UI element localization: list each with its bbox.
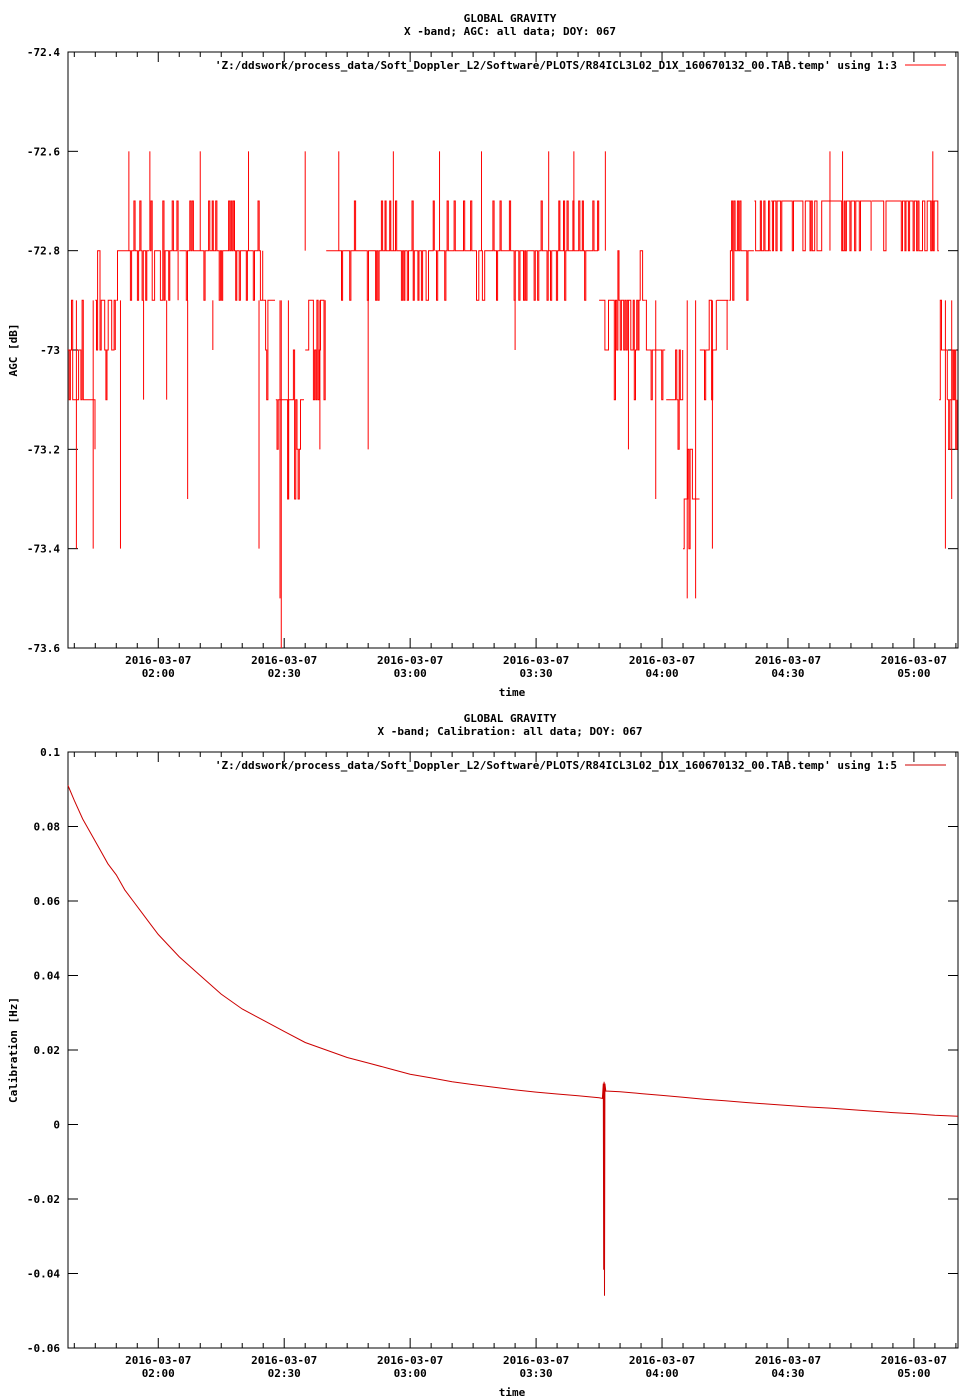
chart-subtitle: X -band; Calibration: all data; DOY: 067 [378,725,643,738]
x-tick-time-label: 05:00 [897,1367,930,1380]
x-tick-time-label: 03:00 [394,1367,427,1380]
agc-series-segment [116,200,150,301]
agc-series-segment [754,200,771,252]
y-tick-label: -0.04 [27,1268,60,1281]
y-tick-label: -72.8 [27,245,60,258]
calibration-series-line [67,785,959,1296]
y-tick-label: -73.4 [27,543,60,556]
x-tick-date-label: 2016-03-07 [629,654,695,667]
legend-label: 'Z:/ddswork/process_data/Soft_Doppler_L2… [215,59,897,72]
y-tick-label: 0.06 [34,895,61,908]
plot-frame [67,51,959,649]
x-axis-label: time [499,1386,526,1399]
x-tick-time-label: 03:00 [394,667,427,680]
x-tick-time-label: 04:30 [771,1367,804,1380]
chart-subtitle: X -band; AGC: all data; DOY: 067 [404,25,616,38]
x-tick-date-label: 2016-03-07 [377,654,443,667]
x-tick-date-label: 2016-03-07 [881,654,947,667]
y-tick-label: -72.6 [27,145,60,158]
agc-series-segment [149,200,179,301]
x-tick-time-label: 05:00 [897,667,930,680]
agc-series-segment [435,200,600,301]
chart-title: GLOBAL GRAVITY [464,12,557,25]
x-tick-time-label: 02:30 [268,667,301,680]
agc-series-segment [68,299,96,450]
y-tick-label: -73 [40,344,60,357]
x-tick-time-label: 03:30 [520,1367,553,1380]
y-tick-label: -73.6 [27,642,60,655]
y-tick-label: -0.02 [27,1193,60,1206]
legend-label: 'Z:/ddswork/process_data/Soft_Doppler_L2… [215,759,897,772]
agc-series-segment [871,200,939,252]
x-tick-time-label: 03:30 [520,667,553,680]
x-tick-date-label: 2016-03-07 [251,654,317,667]
x-tick-time-label: 04:00 [645,667,678,680]
x-tick-date-label: 2016-03-07 [503,1354,569,1367]
agc-series-segment [326,200,435,301]
y-tick-label: 0.02 [34,1044,61,1057]
agc-series-segment [729,200,754,301]
y-tick-label: -0.06 [27,1342,60,1355]
agc-series-segment [179,200,264,301]
agc-series-segment [947,349,958,450]
agc-series-segment [939,299,948,401]
x-tick-date-label: 2016-03-07 [377,1354,443,1367]
y-axis-label: Calibration [Hz] [7,997,20,1103]
x-tick-time-label: 04:30 [771,667,804,680]
agc-series-segment [645,299,666,401]
x-tick-date-label: 2016-03-07 [251,1354,317,1367]
x-tick-date-label: 2016-03-07 [881,1354,947,1367]
x-tick-date-label: 2016-03-07 [125,1354,191,1367]
x-tick-date-label: 2016-03-07 [755,654,821,667]
chart-title: GLOBAL GRAVITY [464,712,557,725]
y-axis-label: AGC [dB] [7,324,20,377]
plot-frame [67,751,959,1349]
x-tick-date-label: 2016-03-07 [755,1354,821,1367]
agc-series-segment [683,448,700,550]
x-tick-time-label: 02:00 [142,667,175,680]
y-tick-label: 0 [53,1119,60,1132]
x-tick-time-label: 04:00 [645,1367,678,1380]
agc-series-segment [666,349,684,450]
y-tick-label: 0.1 [40,746,60,759]
y-tick-label: 0.08 [34,821,61,834]
agc-series-segment [699,299,717,401]
agc-series-segment [263,299,275,401]
y-tick-label: -72.4 [27,46,60,59]
agc-series-segment [305,299,326,401]
x-axis-label: time [499,686,526,699]
agc-series-segment [771,200,872,252]
x-tick-date-label: 2016-03-07 [125,654,191,667]
x-tick-time-label: 02:00 [142,1367,175,1380]
y-tick-label: -73.2 [27,443,60,456]
y-tick-label: 0.04 [34,970,61,983]
x-tick-date-label: 2016-03-07 [503,654,569,667]
agc-series-segment [95,250,116,401]
x-tick-time-label: 02:30 [268,1367,301,1380]
agc-series-segment [599,250,645,401]
x-tick-date-label: 2016-03-07 [629,1354,695,1367]
